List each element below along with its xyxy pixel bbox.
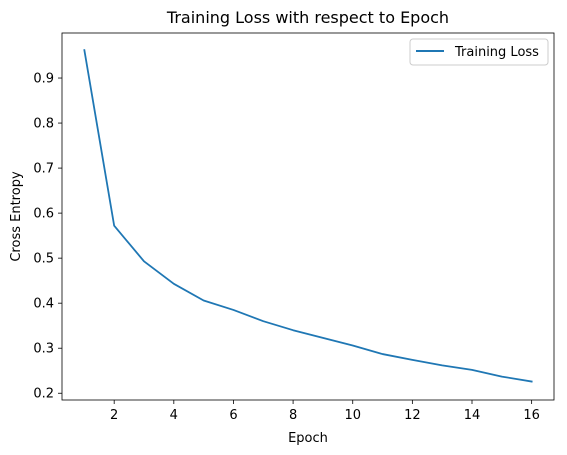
x-tick-label: 14 — [464, 408, 481, 423]
legend-entry-label: Training Loss — [454, 45, 539, 60]
x-axis-label: Epoch — [288, 431, 328, 446]
y-tick-label: 0.5 — [33, 252, 54, 267]
y-tick-label: 0.2 — [33, 387, 54, 402]
legend: Training Loss — [409, 38, 549, 66]
legend-box — [409, 38, 549, 66]
series-line-training-loss — [83, 49, 533, 383]
y-tick-label: 0.6 — [33, 207, 54, 222]
series-layer — [83, 49, 533, 383]
x-tick-label: 12 — [404, 408, 421, 423]
y-tick-label: 0.8 — [33, 117, 54, 132]
x-tick-label: 8 — [289, 408, 297, 423]
x-tick-label: 6 — [229, 408, 237, 423]
y-axis-label: Cross Entropy — [9, 171, 24, 262]
plot-area — [61, 32, 555, 401]
chart-title: Training Loss with respect to Epoch — [166, 8, 449, 27]
x-tick-label: 4 — [170, 408, 178, 423]
y-tick-label: 0.4 — [33, 297, 54, 312]
y-tick-label: 0.3 — [33, 342, 54, 357]
x-tick-label: 10 — [344, 408, 361, 423]
y-tick-label: 0.9 — [33, 72, 54, 87]
x-tick-label: 2 — [110, 408, 118, 423]
x-axis: 2 4 6 8 10 12 14 16 — [110, 400, 540, 423]
x-tick-label: 16 — [523, 408, 540, 423]
y-tick-label: 0.7 — [33, 162, 54, 177]
y-axis: 0.2 0.3 0.4 0.5 0.6 0.7 0.8 0.9 — [33, 72, 62, 402]
